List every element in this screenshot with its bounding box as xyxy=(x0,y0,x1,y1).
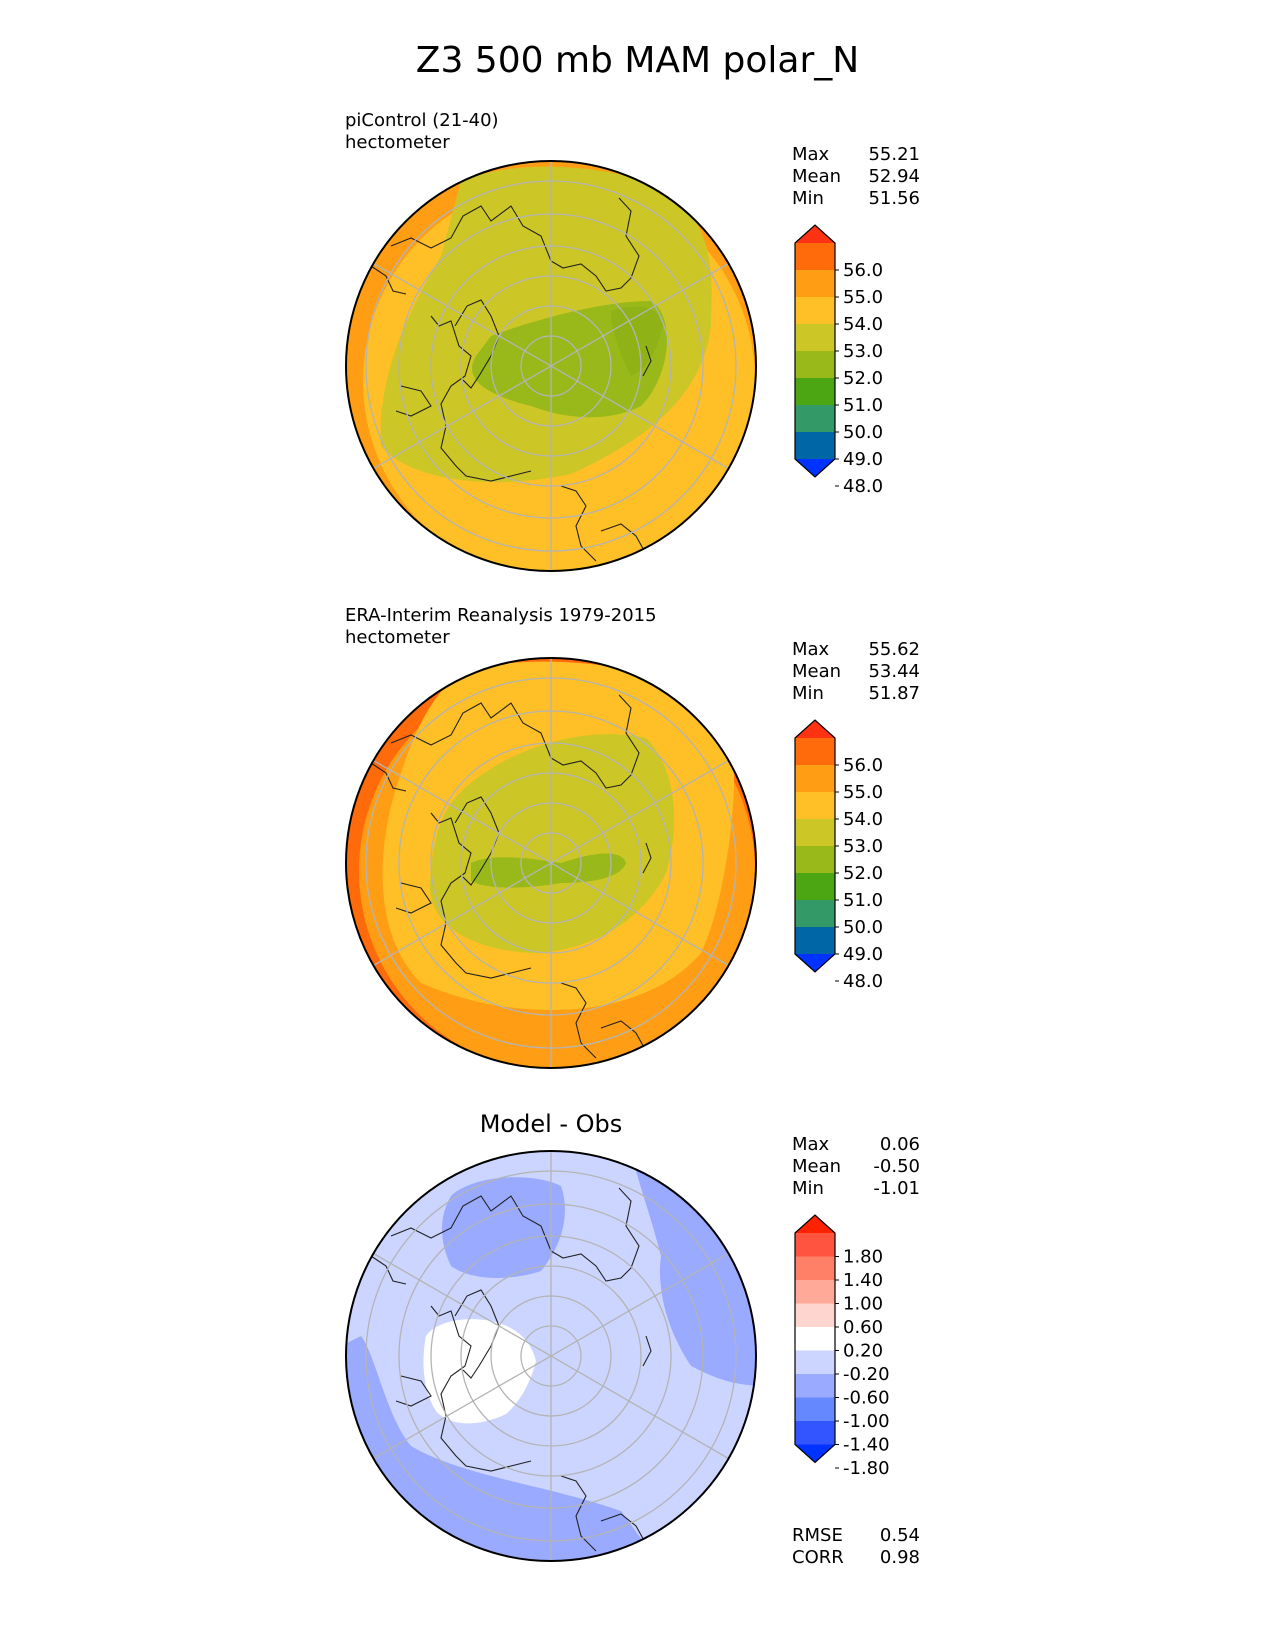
panel-obs: ERA-Interim Reanalysis 1979-2015 hectome… xyxy=(0,605,1275,1095)
colorbar-segment xyxy=(795,1303,835,1327)
stat-row: Max 0.06 xyxy=(792,1134,920,1155)
colorbar-tick-label: 1.40 xyxy=(843,1270,883,1291)
colorbar-segment xyxy=(795,1350,835,1374)
panel-model-units: hectometer xyxy=(345,132,450,153)
stat-row: Mean -0.50 xyxy=(792,1156,920,1177)
panel-diff-metrics: RMSE 0.54 CORR 0.98 xyxy=(792,1525,920,1569)
colorbar-segment xyxy=(795,900,835,927)
polar-map-model xyxy=(345,160,757,572)
colorbar-segment xyxy=(795,765,835,792)
map-boundary xyxy=(345,657,757,1069)
colorbar-segment xyxy=(795,1233,835,1257)
colorbar-segment xyxy=(795,297,835,324)
metric-row: CORR 0.98 xyxy=(792,1547,920,1568)
colorbar-tick-label: -0.20 xyxy=(843,1364,890,1385)
panel-model: piControl (21-40) hectometer xyxy=(0,110,1275,600)
colorbar-tick-label: 48.0 xyxy=(843,476,883,497)
colorbar-extend-min xyxy=(795,459,835,477)
colorbar-segment xyxy=(795,1327,835,1351)
colorbar-tick-label: 53.0 xyxy=(843,836,883,857)
colorbar-diff: 1.801.40 1.000.60 0.20-0.20 -0.60-1.00 -1.40… xyxy=(794,1214,890,1479)
colorbar-tick-label: 51.0 xyxy=(843,890,883,911)
colorbar-obs: 56.0 55.0 54.0 53.0 52.0 51.0 50.0 49.0 48.0 xyxy=(794,719,883,992)
polar-map-obs xyxy=(345,657,757,1069)
panel-obs-units: hectometer xyxy=(345,627,450,648)
colorbar-segment xyxy=(795,432,835,459)
colorbar-tick-label: 51.0 xyxy=(843,395,883,416)
panel-model-stats: Max 55.21 Mean 52.94 Min 51.56 xyxy=(792,144,920,210)
colorbar-tick-label: 0.20 xyxy=(843,1341,883,1362)
colorbar-tick-label: -1.40 xyxy=(843,1435,890,1456)
panel-obs-case: ERA-Interim Reanalysis 1979-2015 xyxy=(345,605,657,626)
colorbar-tick-label: -1.80 xyxy=(843,1458,890,1479)
stat-row: Max 55.21 xyxy=(792,144,920,165)
panel-model-case: piControl (21-40) xyxy=(345,110,499,131)
panel-diff: Model - Obs Max 0.06 Mean xyxy=(0,1110,1275,1600)
stat-row: Mean 52.94 xyxy=(792,166,920,187)
polar-map-diff xyxy=(345,1150,757,1562)
colorbar-tick-label: 53.0 xyxy=(843,341,883,362)
colorbar-segment xyxy=(795,270,835,297)
stat-row: Min 51.87 xyxy=(792,683,920,704)
panel-obs-label: ERA-Interim Reanalysis 1979-2015 hectome… xyxy=(345,605,657,649)
colorbar-segment xyxy=(795,819,835,846)
colorbar-segment xyxy=(795,378,835,405)
graticule xyxy=(365,161,737,571)
colorbar-extend-max xyxy=(795,1215,835,1233)
colorbar-tick-label: 48.0 xyxy=(843,971,883,992)
colorbar-tick-label: 0.60 xyxy=(843,1317,883,1338)
graticule xyxy=(365,1151,737,1561)
colorbar-tick-label: 49.0 xyxy=(843,944,883,965)
stat-row: Min 51.56 xyxy=(792,188,920,209)
colorbar-tick-label: 55.0 xyxy=(843,287,883,308)
colorbar-segment xyxy=(795,738,835,765)
colorbar-segment xyxy=(795,1421,835,1445)
stat-row: Max 55.62 xyxy=(792,639,920,660)
colorbar-tick-label: 54.0 xyxy=(843,809,883,830)
colorbar-segment xyxy=(795,243,835,270)
metric-row: RMSE 0.54 xyxy=(792,1525,920,1546)
map-boundary xyxy=(345,1150,757,1562)
colorbar-tick-label: 52.0 xyxy=(843,368,883,389)
panel-diff-title: Model - Obs xyxy=(479,1110,623,1138)
colorbar-tick-label: 55.0 xyxy=(843,782,883,803)
stat-row: Min -1.01 xyxy=(792,1178,920,1199)
colorbar-segment xyxy=(795,405,835,432)
colorbar-tick-label: -1.00 xyxy=(843,1411,890,1432)
colorbar-extend-min xyxy=(795,954,835,972)
colorbar-tick-label: 50.0 xyxy=(843,422,883,443)
colorbar-tick-label: 1.80 xyxy=(843,1247,883,1268)
colorbar-tick-label: -0.60 xyxy=(843,1388,890,1409)
colorbar-extend-max xyxy=(795,720,835,738)
colorbar-segment xyxy=(795,1397,835,1421)
colorbar-segment xyxy=(795,792,835,819)
panel-model-label: piControl (21-40) hectometer xyxy=(345,110,499,154)
colorbar-tick-label: 54.0 xyxy=(843,314,883,335)
colorbar-segment xyxy=(795,927,835,954)
colorbar-segment xyxy=(795,846,835,873)
graticule xyxy=(365,658,737,1068)
colorbar-tick-label: 56.0 xyxy=(843,755,883,776)
colorbar-segment xyxy=(795,873,835,900)
colorbar-segment xyxy=(795,324,835,351)
colorbar-extend-max xyxy=(795,225,835,243)
colorbar-extend-min xyxy=(795,1444,835,1463)
panel-obs-stats: Max 55.62 Mean 53.44 Min 51.87 xyxy=(792,639,920,705)
panel-diff-stats: Max 0.06 Mean -0.50 Min -1.01 xyxy=(792,1134,920,1200)
colorbar-segment xyxy=(795,1280,835,1304)
colorbar-tick-label: 1.00 xyxy=(843,1294,883,1315)
colorbar-model: 56.0 55.0 54.0 53.0 52.0 51.0 50.0 49.0 48.0 xyxy=(794,224,883,497)
figure-title: Z3 500 mb MAM polar_N xyxy=(415,40,860,81)
colorbar-tick-label: 52.0 xyxy=(843,863,883,884)
colorbar-segment xyxy=(795,351,835,378)
colorbar-tick-label: 49.0 xyxy=(843,449,883,470)
stat-row: Mean 53.44 xyxy=(792,661,920,682)
colorbar-segment xyxy=(795,1374,835,1398)
colorbar-segment xyxy=(795,1256,835,1280)
colorbar-tick-label: 50.0 xyxy=(843,917,883,938)
map-boundary xyxy=(345,160,757,572)
colorbar-tick-label: 56.0 xyxy=(843,260,883,281)
